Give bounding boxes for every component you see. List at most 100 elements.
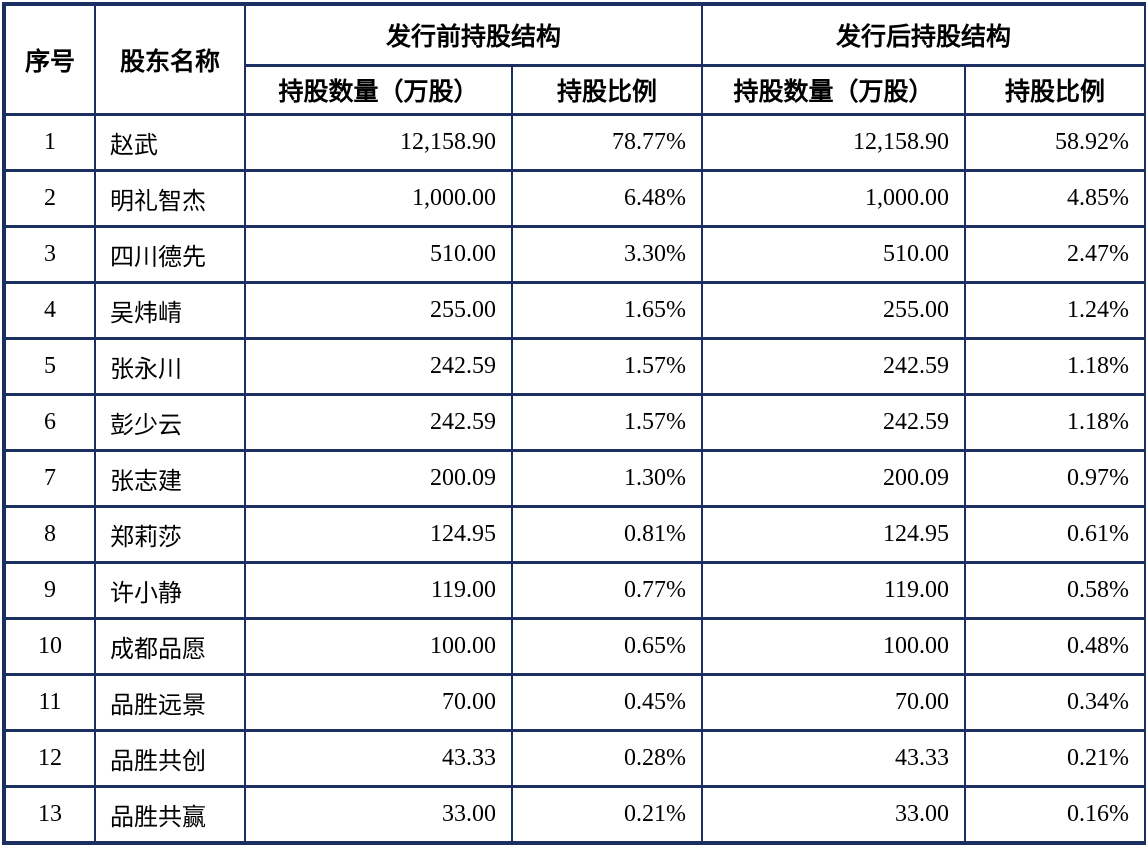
cell-shareholder-name: 品胜共赢 [94,785,246,845]
cell-shareholder-name: 品胜共创 [94,729,246,788]
cell-post-percentage: 0.16% [964,785,1146,845]
cell-shareholder-name: 品胜远景 [94,673,246,732]
cell-post-percentage: 0.58% [964,561,1146,620]
cell-post-percentage: 0.97% [964,449,1146,508]
cell-pre-percentage: 0.77% [510,561,704,620]
cell-pre-percentage: 0.65% [510,617,704,676]
cell-seq: 13 [3,785,96,845]
cell-shareholder-name: 吴炜崝 [94,281,246,340]
cell-post-quantity: 255.00 [701,281,967,340]
header-post-percentage: 持股比例 [964,64,1146,116]
table-row: 10 成都品愿 100.00 0.65% 100.00 0.48% [3,617,1146,676]
cell-pre-percentage: 3.30% [510,225,704,284]
cell-seq: 1 [3,113,96,172]
cell-pre-percentage: 1.65% [510,281,704,340]
cell-pre-quantity: 200.09 [244,449,513,508]
cell-seq: 10 [3,617,96,676]
cell-shareholder-name: 彭少云 [94,393,246,452]
cell-shareholder-name: 成都品愿 [94,617,246,676]
table-row: 7 张志建 200.09 1.30% 200.09 0.97% [3,449,1146,508]
cell-seq: 11 [3,673,96,732]
cell-pre-percentage: 0.21% [510,785,704,845]
cell-post-quantity: 242.59 [701,393,967,452]
cell-seq: 9 [3,561,96,620]
cell-post-quantity: 242.59 [701,337,967,396]
cell-post-quantity: 124.95 [701,505,967,564]
table-row: 9 许小静 119.00 0.77% 119.00 0.58% [3,561,1146,620]
header-seq: 序号 [3,2,96,116]
cell-pre-percentage: 78.77% [510,113,704,172]
table-row: 8 郑莉莎 124.95 0.81% 124.95 0.61% [3,505,1146,564]
cell-pre-quantity: 100.00 [244,617,513,676]
cell-pre-percentage: 1.30% [510,449,704,508]
header-shareholder-name: 股东名称 [94,2,246,116]
table-row: 3 四川德先 510.00 3.30% 510.00 2.47% [3,225,1146,284]
cell-post-percentage: 1.18% [964,393,1146,452]
cell-pre-percentage: 1.57% [510,337,704,396]
cell-post-quantity: 70.00 [701,673,967,732]
sub-header-row: 持股数量（万股） 持股比例 持股数量（万股） 持股比例 [4,64,1146,116]
cell-seq: 3 [3,225,96,284]
cell-pre-quantity: 242.59 [244,393,513,452]
cell-seq: 8 [3,505,96,564]
cell-post-percentage: 58.92% [964,113,1146,172]
cell-pre-quantity: 242.59 [244,337,513,396]
group-header-row: 序号 股东名称 发行前持股结构 发行后持股结构 [3,2,1146,116]
cell-pre-quantity: 33.00 [244,785,513,845]
cell-pre-quantity: 12,158.90 [244,113,513,172]
header-pre-percentage: 持股比例 [510,64,704,116]
cell-post-quantity: 119.00 [701,561,967,620]
cell-post-quantity: 510.00 [701,225,967,284]
cell-seq: 6 [3,393,96,452]
table-row: 13 品胜共赢 33.00 0.21% 33.00 0.16% [3,785,1146,845]
cell-pre-percentage: 6.48% [510,169,704,228]
cell-shareholder-name: 张志建 [94,449,246,508]
cell-shareholder-name: 赵武 [94,113,246,172]
cell-post-percentage: 0.48% [964,617,1146,676]
cell-seq: 7 [3,449,96,508]
cell-post-percentage: 4.85% [964,169,1146,228]
cell-post-percentage: 0.34% [964,673,1146,732]
header-pre-issue-group: 发行前持股结构 [243,2,704,67]
table-row: 6 彭少云 242.59 1.57% 242.59 1.18% [3,393,1146,452]
header-post-quantity: 持股数量（万股） [701,64,967,116]
header-pre-quantity: 持股数量（万股） [244,64,513,116]
table-row: 4 吴炜崝 255.00 1.65% 255.00 1.24% [3,281,1146,340]
cell-pre-quantity: 510.00 [244,225,513,284]
table-header: 序号 股东名称 发行前持股结构 发行后持股结构 持股数量（万股） 持股比例 持股… [3,2,1146,116]
table-row: 11 品胜远景 70.00 0.45% 70.00 0.34% [3,673,1146,732]
cell-post-quantity: 1,000.00 [701,169,967,228]
table-row: 12 品胜共创 43.33 0.28% 43.33 0.21% [3,729,1146,788]
cell-post-percentage: 2.47% [964,225,1146,284]
cell-shareholder-name: 郑莉莎 [94,505,246,564]
cell-post-percentage: 1.18% [964,337,1146,396]
cell-pre-percentage: 0.28% [510,729,704,788]
cell-pre-quantity: 43.33 [244,729,513,788]
cell-post-percentage: 0.21% [964,729,1146,788]
cell-shareholder-name: 明礼智杰 [94,169,246,228]
table-body: 1 赵武 12,158.90 78.77% 12,158.90 58.92% 2… [3,113,1146,845]
cell-pre-quantity: 119.00 [244,561,513,620]
table-row: 1 赵武 12,158.90 78.77% 12,158.90 58.92% [3,113,1146,172]
cell-post-percentage: 0.61% [964,505,1146,564]
cell-pre-percentage: 0.81% [510,505,704,564]
cell-post-quantity: 12,158.90 [701,113,967,172]
cell-seq: 4 [3,281,96,340]
cell-post-quantity: 100.00 [701,617,967,676]
cell-pre-quantity: 124.95 [244,505,513,564]
cell-seq: 12 [3,729,96,788]
cell-post-percentage: 1.24% [964,281,1146,340]
cell-shareholder-name: 张永川 [94,337,246,396]
cell-shareholder-name: 四川德先 [94,225,246,284]
cell-shareholder-name: 许小静 [94,561,246,620]
table-row: 2 明礼智杰 1,000.00 6.48% 1,000.00 4.85% [3,169,1146,228]
cell-pre-quantity: 1,000.00 [244,169,513,228]
cell-pre-percentage: 0.45% [510,673,704,732]
cell-post-quantity: 33.00 [701,785,967,845]
cell-post-quantity: 200.09 [701,449,967,508]
table-row: 5 张永川 242.59 1.57% 242.59 1.18% [3,337,1146,396]
cell-pre-quantity: 70.00 [244,673,513,732]
cell-seq: 5 [3,337,96,396]
